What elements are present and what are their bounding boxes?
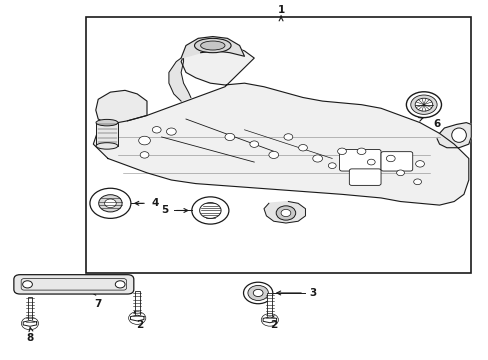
Circle shape (276, 206, 295, 220)
FancyBboxPatch shape (14, 275, 134, 294)
Circle shape (99, 195, 122, 212)
Circle shape (312, 155, 322, 162)
Circle shape (115, 281, 125, 288)
Circle shape (243, 282, 272, 304)
Text: 1: 1 (277, 5, 284, 15)
Circle shape (410, 95, 436, 114)
FancyBboxPatch shape (380, 152, 412, 171)
FancyBboxPatch shape (339, 149, 380, 171)
Polygon shape (436, 123, 470, 148)
Ellipse shape (96, 143, 118, 149)
Circle shape (328, 163, 335, 168)
Circle shape (386, 155, 394, 162)
Bar (135, 291, 140, 318)
Circle shape (298, 144, 307, 151)
Circle shape (356, 148, 365, 154)
Bar (86, 17, 470, 273)
Text: 4: 4 (152, 198, 159, 208)
Circle shape (337, 148, 346, 154)
Circle shape (414, 98, 432, 111)
FancyBboxPatch shape (348, 169, 380, 185)
Text: 2: 2 (269, 320, 277, 330)
Circle shape (139, 136, 150, 145)
Circle shape (406, 92, 441, 118)
Bar (267, 293, 272, 320)
Circle shape (253, 289, 263, 297)
Circle shape (90, 188, 131, 219)
Text: 7: 7 (94, 299, 102, 309)
Circle shape (191, 197, 228, 224)
Circle shape (268, 151, 278, 158)
Circle shape (249, 141, 258, 147)
Polygon shape (23, 320, 37, 326)
Polygon shape (96, 90, 147, 125)
Circle shape (247, 285, 268, 301)
Circle shape (104, 199, 116, 208)
Bar (96, 123, 118, 146)
Circle shape (396, 170, 404, 176)
Polygon shape (93, 42, 468, 205)
Polygon shape (168, 56, 190, 101)
Ellipse shape (200, 41, 224, 50)
Circle shape (413, 179, 421, 185)
Text: 6: 6 (432, 120, 440, 129)
Polygon shape (264, 202, 305, 223)
Polygon shape (263, 317, 276, 323)
Circle shape (152, 127, 161, 133)
Ellipse shape (96, 120, 118, 126)
Circle shape (284, 134, 292, 140)
Circle shape (281, 210, 290, 217)
Text: 2: 2 (136, 320, 143, 330)
Circle shape (224, 134, 234, 140)
Text: 3: 3 (308, 288, 316, 298)
Polygon shape (130, 315, 143, 321)
Circle shape (140, 152, 149, 158)
Ellipse shape (451, 128, 466, 142)
Circle shape (415, 161, 424, 167)
Circle shape (22, 281, 32, 288)
Circle shape (366, 159, 374, 165)
Text: 5: 5 (162, 206, 168, 216)
Circle shape (166, 128, 176, 135)
Ellipse shape (194, 39, 231, 53)
Circle shape (199, 203, 221, 219)
Bar (27, 297, 32, 323)
Text: 8: 8 (26, 333, 34, 343)
Polygon shape (181, 37, 244, 58)
